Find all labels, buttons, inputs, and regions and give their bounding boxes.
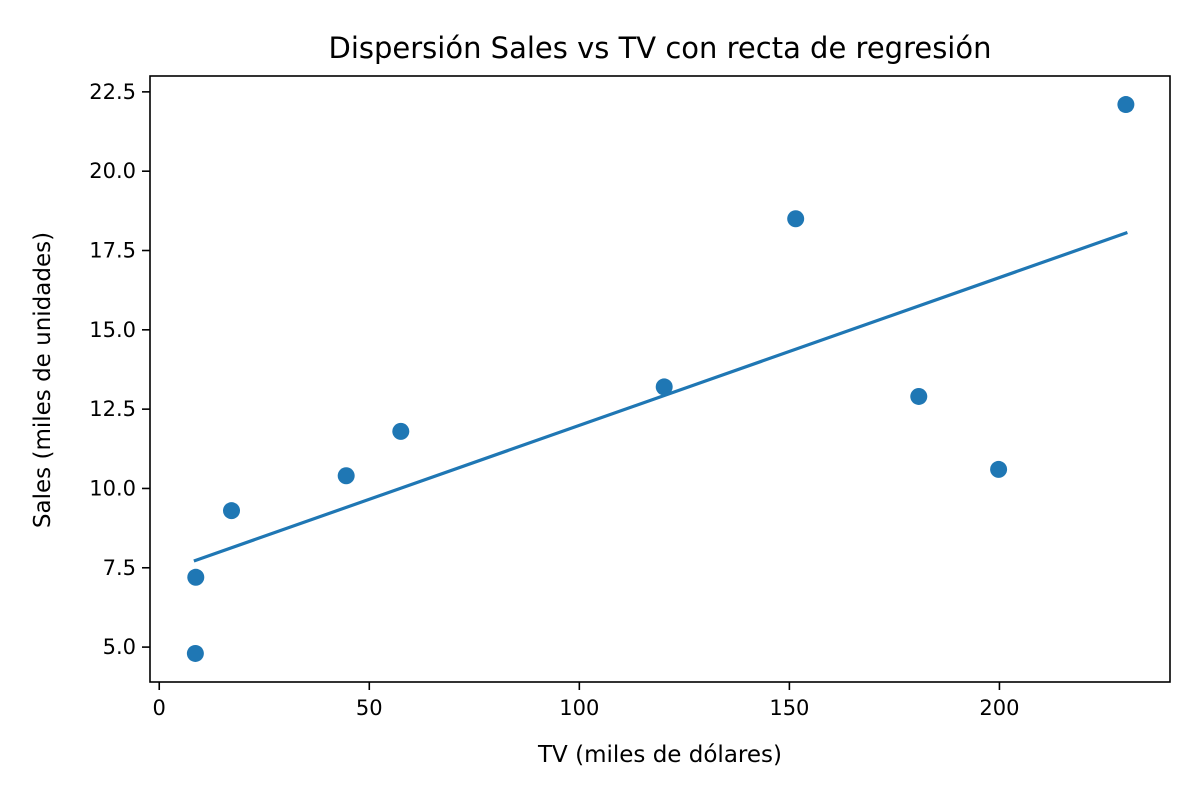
y-tick-label: 7.5 xyxy=(103,556,136,580)
y-axis-label: Sales (miles de unidades) xyxy=(30,232,56,528)
y-tick-label: 17.5 xyxy=(89,239,136,263)
x-axis-label: TV (miles de dólares) xyxy=(537,742,782,768)
y-tick-label: 10.0 xyxy=(89,476,136,500)
scatter-point xyxy=(787,210,805,228)
regression-line xyxy=(193,231,1128,563)
y-tick-label: 15.0 xyxy=(89,318,136,342)
y-tick-label: 22.5 xyxy=(89,80,136,104)
y-tick-label: 5.0 xyxy=(103,635,136,659)
scatter-point xyxy=(1117,96,1135,114)
regression-line-group xyxy=(193,231,1128,563)
scatter-point xyxy=(392,422,410,440)
scatter-point xyxy=(186,644,204,662)
x-tick-label: 50 xyxy=(356,696,383,720)
y-tick-label: 20.0 xyxy=(89,159,136,183)
x-tick-label: 100 xyxy=(559,696,599,720)
axes: 0 50 100 150 200 5.0 7.5 10.0 12.5 15.0 17.5 20.0 22… xyxy=(89,80,1019,720)
scatter-point xyxy=(990,460,1008,478)
scatter-points xyxy=(186,96,1135,662)
scatter-point xyxy=(910,387,928,405)
x-tick-label: 0 xyxy=(153,696,166,720)
axes-frame xyxy=(149,75,1171,683)
scatter-point xyxy=(655,378,673,396)
scatter-point xyxy=(187,568,205,586)
chart-title: Dispersión Sales vs TV con recta de regr… xyxy=(329,31,992,65)
x-tick-label: 200 xyxy=(979,696,1019,720)
x-tick-label: 150 xyxy=(769,696,809,720)
y-tick-label: 12.5 xyxy=(89,397,136,421)
scatter-point xyxy=(222,502,240,520)
scatter-point xyxy=(337,467,355,485)
